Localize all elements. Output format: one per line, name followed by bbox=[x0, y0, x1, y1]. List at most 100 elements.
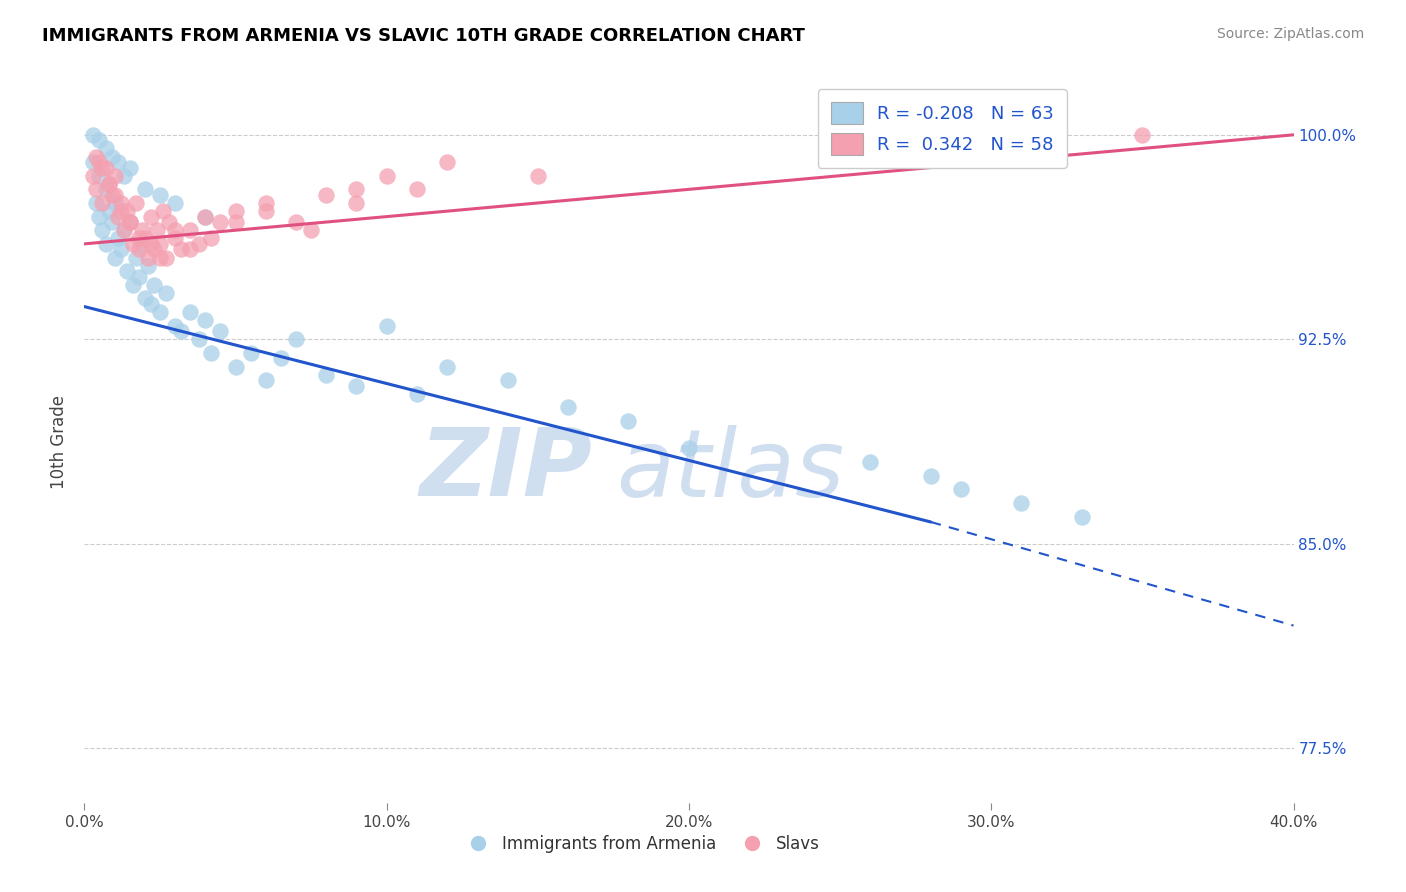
Point bbox=[89, 169, 111, 183]
Legend: Immigrants from Armenia, Slavs: Immigrants from Armenia, Slavs bbox=[456, 828, 827, 860]
Point bbox=[436, 155, 458, 169]
Point bbox=[128, 231, 150, 245]
Point bbox=[149, 251, 172, 265]
Point bbox=[194, 210, 217, 224]
Point bbox=[86, 196, 108, 211]
Point bbox=[149, 187, 172, 202]
Point bbox=[82, 169, 104, 183]
Point bbox=[436, 359, 458, 374]
Point bbox=[200, 346, 222, 360]
Point bbox=[110, 196, 132, 211]
Text: ZIP: ZIP bbox=[419, 425, 592, 516]
Point bbox=[406, 182, 429, 196]
Point bbox=[209, 324, 232, 338]
Point bbox=[94, 141, 117, 155]
Point bbox=[375, 169, 398, 183]
Point bbox=[149, 305, 172, 319]
Point bbox=[125, 251, 148, 265]
Point bbox=[131, 236, 153, 251]
Point bbox=[94, 182, 117, 196]
Point bbox=[142, 277, 165, 292]
Point bbox=[115, 264, 138, 278]
Point bbox=[128, 269, 150, 284]
Point bbox=[1011, 496, 1033, 510]
Point bbox=[128, 243, 150, 257]
Point bbox=[118, 161, 141, 175]
Point bbox=[165, 223, 187, 237]
Point bbox=[86, 182, 108, 196]
Point bbox=[100, 150, 122, 164]
Point bbox=[346, 378, 368, 392]
Point bbox=[170, 243, 193, 257]
Point bbox=[112, 223, 135, 237]
Point bbox=[91, 223, 114, 237]
Point bbox=[254, 204, 277, 219]
Point bbox=[157, 215, 180, 229]
Point bbox=[859, 455, 882, 469]
Text: IMMIGRANTS FROM ARMENIA VS SLAVIC 10TH GRADE CORRELATION CHART: IMMIGRANTS FROM ARMENIA VS SLAVIC 10TH G… bbox=[42, 27, 806, 45]
Point bbox=[239, 346, 262, 360]
Point bbox=[527, 169, 550, 183]
Point bbox=[194, 313, 217, 327]
Point bbox=[146, 223, 169, 237]
Point bbox=[678, 442, 700, 456]
Point bbox=[285, 215, 308, 229]
Point bbox=[270, 351, 292, 366]
Point bbox=[134, 182, 156, 196]
Point bbox=[110, 243, 132, 257]
Point bbox=[104, 196, 127, 211]
Point bbox=[107, 231, 129, 245]
Point bbox=[121, 236, 143, 251]
Point bbox=[188, 236, 211, 251]
Point bbox=[1071, 509, 1094, 524]
Point bbox=[950, 482, 973, 496]
Point bbox=[104, 187, 127, 202]
Point bbox=[136, 251, 159, 265]
Point bbox=[170, 324, 193, 338]
Point bbox=[104, 169, 127, 183]
Point bbox=[165, 318, 187, 333]
Point bbox=[557, 401, 579, 415]
Point bbox=[97, 177, 120, 191]
Point bbox=[920, 468, 942, 483]
Point bbox=[139, 210, 162, 224]
Point bbox=[89, 133, 111, 147]
Point bbox=[299, 223, 322, 237]
Point bbox=[617, 414, 640, 428]
Point bbox=[254, 196, 277, 211]
Point bbox=[118, 215, 141, 229]
Point bbox=[136, 259, 159, 273]
Text: Source: ZipAtlas.com: Source: ZipAtlas.com bbox=[1216, 27, 1364, 41]
Point bbox=[107, 210, 129, 224]
Point bbox=[104, 251, 127, 265]
Point bbox=[115, 204, 138, 219]
Point bbox=[97, 177, 120, 191]
Point bbox=[89, 155, 111, 169]
Point bbox=[139, 297, 162, 311]
Point bbox=[110, 204, 132, 219]
Point bbox=[112, 223, 135, 237]
Point bbox=[82, 155, 104, 169]
Point bbox=[155, 251, 177, 265]
Point bbox=[285, 332, 308, 346]
Point bbox=[107, 155, 129, 169]
Text: atlas: atlas bbox=[616, 425, 845, 516]
Point bbox=[406, 387, 429, 401]
Point bbox=[179, 305, 201, 319]
Point bbox=[188, 332, 211, 346]
Point bbox=[100, 215, 122, 229]
Point bbox=[152, 204, 174, 219]
Point bbox=[165, 231, 187, 245]
Point bbox=[131, 223, 153, 237]
Point bbox=[179, 223, 201, 237]
Point bbox=[346, 196, 368, 211]
Point bbox=[100, 187, 122, 202]
Point bbox=[91, 196, 114, 211]
Point bbox=[121, 277, 143, 292]
Point bbox=[134, 231, 156, 245]
Point bbox=[118, 215, 141, 229]
Point bbox=[91, 161, 114, 175]
Point bbox=[94, 236, 117, 251]
Point bbox=[1130, 128, 1153, 142]
Point bbox=[209, 215, 232, 229]
